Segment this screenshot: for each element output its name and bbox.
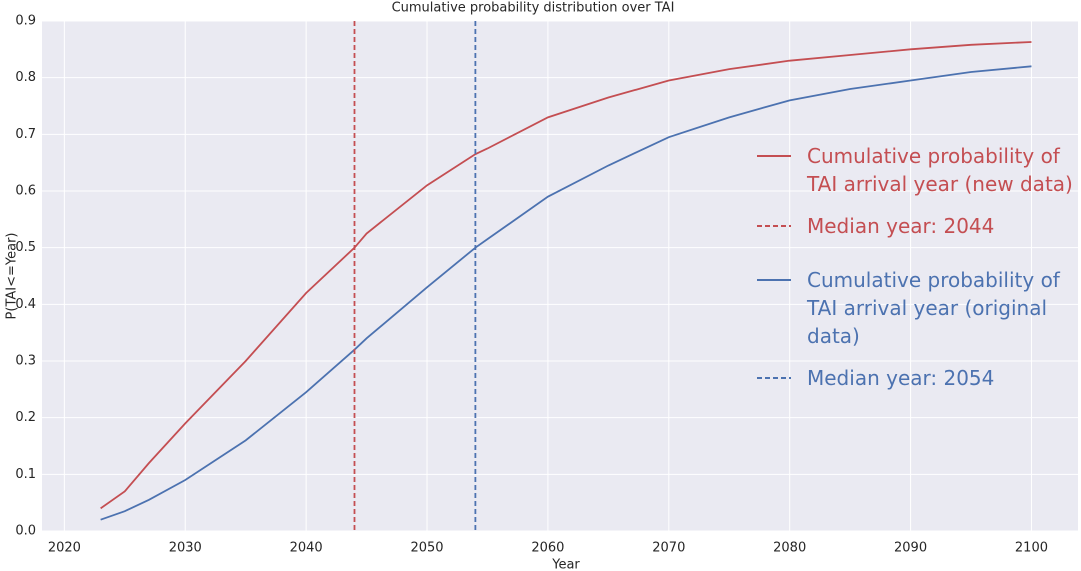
- line: [100, 65, 1032, 521]
- y-tick-label: 0.1: [15, 467, 36, 482]
- legend-label: Median year: 2044: [807, 214, 995, 238]
- line: [100, 41, 1032, 510]
- y-tick-label: 0.4: [15, 297, 36, 312]
- x-tick-label: 2060: [531, 541, 564, 556]
- y-tick-label: 0.8: [15, 70, 36, 85]
- x-tick-label: 2050: [410, 541, 443, 556]
- x-tick-label: 2040: [290, 541, 323, 556]
- legend: Cumulative probability of TAI arrival ye…: [757, 142, 1079, 406]
- legend-label: Cumulative probability of TAI arrival ye…: [807, 268, 1060, 348]
- y-tick-label: 0.9: [15, 14, 36, 29]
- legend-swatch: [757, 377, 791, 379]
- y-tick-label: 0.2: [15, 410, 36, 425]
- legend-entry: Median year: 2054: [757, 364, 1079, 392]
- legend-swatch: [757, 279, 791, 281]
- legend-entry: Median year: 2044: [757, 212, 1079, 240]
- legend-label: Median year: 2054: [807, 366, 995, 390]
- x-tick-label: 2080: [773, 541, 806, 556]
- y-axis-label: P(TAI<=Year): [5, 233, 20, 320]
- y-tick-label: 0.6: [15, 184, 36, 199]
- plot-area: [42, 21, 1078, 531]
- x-tick-label: 2070: [652, 541, 685, 556]
- y-tick-label: 0.5: [15, 240, 36, 255]
- chart-title: Cumulative probability distribution over…: [392, 1, 675, 16]
- x-tick-label: 2100: [1015, 541, 1048, 556]
- legend-entry: Cumulative probability of TAI arrival ye…: [757, 142, 1079, 198]
- legend-swatch: [757, 155, 791, 157]
- y-tick-label: 0.7: [15, 127, 36, 142]
- y-tick-label: 0.3: [15, 354, 36, 369]
- y-tick-label: 0.0: [15, 524, 36, 539]
- x-tick-label: 2090: [894, 541, 927, 556]
- legend-swatch: [757, 225, 791, 227]
- x-tick-label: 2030: [169, 541, 202, 556]
- x-tick-label: 2020: [48, 541, 81, 556]
- legend-entry: Cumulative probability of TAI arrival ye…: [757, 266, 1079, 350]
- legend-label: Cumulative probability of TAI arrival ye…: [807, 144, 1073, 196]
- x-axis-label: Year: [551, 558, 580, 571]
